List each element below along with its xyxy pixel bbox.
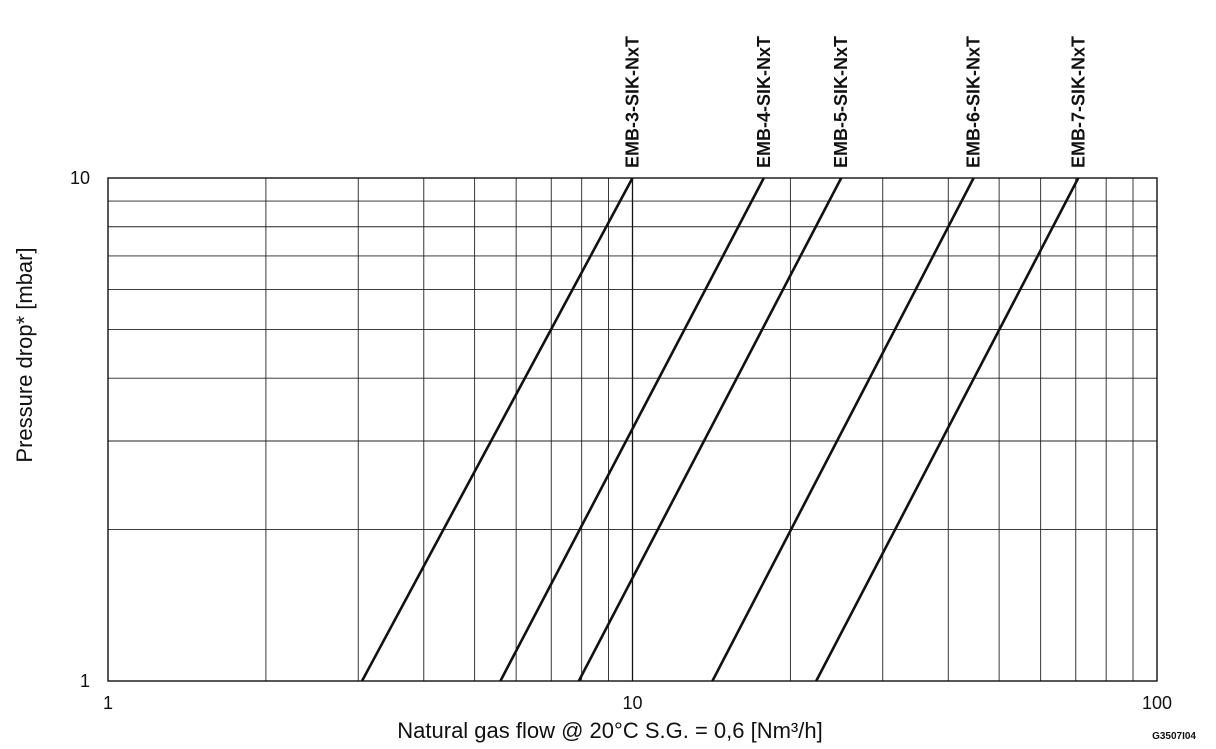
x-axis-title: Natural gas flow @ 20°C S.G. = 0,6 [Nm³/…	[397, 718, 822, 743]
series-line-5	[815, 177, 1080, 682]
x-tick-label: 1	[103, 693, 113, 713]
series-label-2: EMB-4-SIK-NxT	[754, 36, 774, 168]
y-tick-label: 1	[80, 671, 90, 691]
series-label-5: EMB-7-SIK-NxT	[1068, 36, 1088, 168]
figure-code-label: G3507I04	[1152, 731, 1196, 742]
y-tick-label: 10	[70, 168, 90, 188]
series-label-3: EMB-5-SIK-NxT	[831, 36, 851, 168]
y-axis-title: Pressure drop* [mbar]	[12, 247, 37, 462]
series-line-2	[499, 177, 765, 682]
x-tick-label: 100	[1142, 693, 1172, 713]
series-lines	[360, 177, 1080, 682]
y-tick-labels: 1 10	[70, 168, 90, 691]
series-labels: EMB-3-SIK-NxT EMB-4-SIK-NxT EMB-5-SIK-NxT E…	[623, 36, 1089, 168]
series-line-3	[577, 177, 843, 682]
horizontal-grid	[108, 200, 1157, 531]
series-line-1	[360, 177, 634, 682]
series-line-4	[711, 177, 975, 682]
series-label-4: EMB-6-SIK-NxT	[964, 36, 984, 168]
x-tick-labels: 1 10 100	[103, 693, 1172, 713]
x-tick-label: 10	[622, 693, 642, 713]
series-label-1: EMB-3-SIK-NxT	[623, 36, 643, 168]
